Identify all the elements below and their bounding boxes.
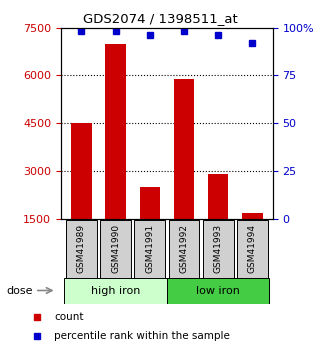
Bar (140, 187, 160, 219)
Bar (134, 220, 165, 278)
Text: GSM41994: GSM41994 (248, 224, 257, 273)
Bar (174, 79, 194, 219)
Bar (169, 220, 199, 278)
Bar (65, 278, 167, 304)
Text: GDS2074 / 1398511_at: GDS2074 / 1398511_at (83, 12, 238, 25)
Text: GSM41993: GSM41993 (214, 224, 223, 273)
Bar (71, 123, 92, 219)
Text: dose: dose (6, 286, 33, 296)
Text: percentile rank within the sample: percentile rank within the sample (54, 331, 230, 341)
Bar (203, 220, 234, 278)
Text: count: count (54, 313, 83, 322)
Bar (66, 220, 97, 278)
Text: high iron: high iron (91, 286, 140, 296)
Bar (100, 220, 131, 278)
Bar (167, 278, 269, 304)
Text: GSM41992: GSM41992 (179, 224, 188, 273)
Bar (105, 43, 126, 219)
Text: low iron: low iron (196, 286, 240, 296)
Text: GSM41990: GSM41990 (111, 224, 120, 273)
Bar (237, 220, 268, 278)
Text: GSM41989: GSM41989 (77, 224, 86, 273)
Bar (242, 213, 263, 219)
Bar (208, 175, 229, 219)
Text: GSM41991: GSM41991 (145, 224, 154, 273)
